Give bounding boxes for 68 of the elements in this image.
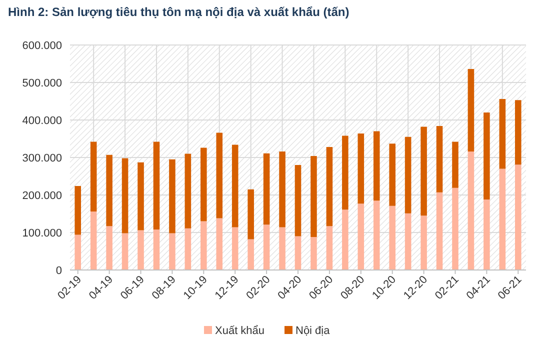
bar	[404, 213, 412, 270]
bar	[248, 189, 254, 240]
bar	[373, 131, 380, 201]
y-tick-label: 300.000	[22, 152, 62, 164]
bar	[263, 153, 270, 225]
bar	[153, 142, 160, 230]
bar	[389, 206, 396, 270]
y-tick-label: 400.000	[22, 114, 62, 127]
bar	[200, 221, 207, 270]
bar	[420, 126, 427, 216]
bar	[106, 154, 112, 226]
y-tick-label: 500.000	[22, 77, 62, 90]
bar	[404, 136, 412, 214]
bar	[153, 230, 160, 270]
bar	[200, 148, 207, 222]
bar	[484, 112, 490, 200]
bar	[232, 227, 238, 270]
bar	[232, 144, 238, 228]
bar	[310, 237, 317, 270]
bar	[468, 69, 474, 152]
bar	[452, 188, 458, 270]
bar	[216, 132, 223, 218]
bar	[122, 158, 128, 234]
bar	[499, 99, 506, 169]
bar	[184, 154, 192, 228]
bar	[263, 224, 270, 270]
bar	[420, 216, 427, 270]
bar	[90, 212, 97, 270]
bar	[468, 152, 474, 270]
bar	[326, 147, 333, 226]
bar	[436, 192, 443, 270]
bar	[358, 204, 364, 270]
bar	[342, 136, 348, 210]
bar	[169, 159, 176, 234]
legend-label: Xuất khẩu	[215, 325, 265, 337]
bar	[452, 142, 458, 188]
bar	[248, 239, 254, 270]
bar	[216, 218, 223, 270]
bar	[74, 234, 82, 270]
bar	[90, 142, 97, 212]
bar	[373, 200, 380, 270]
bar	[74, 186, 82, 235]
y-tick-label: 100.000	[22, 227, 62, 240]
bar	[106, 226, 112, 270]
bar	[184, 228, 192, 270]
chart-title: Hình 2: Sản lượng tiêu thụ tôn mạ nội địa và xuất khẩu (tấn)	[8, 5, 350, 19]
bar	[514, 100, 522, 165]
y-tick-label: 200.000	[22, 190, 62, 202]
bar	[138, 162, 144, 230]
bar	[499, 168, 506, 270]
bar	[279, 227, 286, 270]
bar	[342, 210, 348, 270]
y-tick-label: 0	[56, 264, 62, 277]
bar	[484, 200, 490, 270]
bar	[436, 126, 443, 192]
bar	[279, 152, 286, 228]
bar	[310, 156, 317, 237]
bar	[138, 230, 144, 270]
bar	[358, 134, 364, 204]
legend-label: Nội địa	[296, 325, 331, 337]
bar	[294, 165, 302, 236]
bar	[514, 164, 522, 270]
bar	[389, 144, 396, 206]
bar	[122, 233, 128, 270]
y-tick-label: 600.000	[22, 40, 62, 52]
bar	[169, 233, 176, 270]
bar	[326, 226, 333, 270]
bar	[294, 236, 302, 270]
